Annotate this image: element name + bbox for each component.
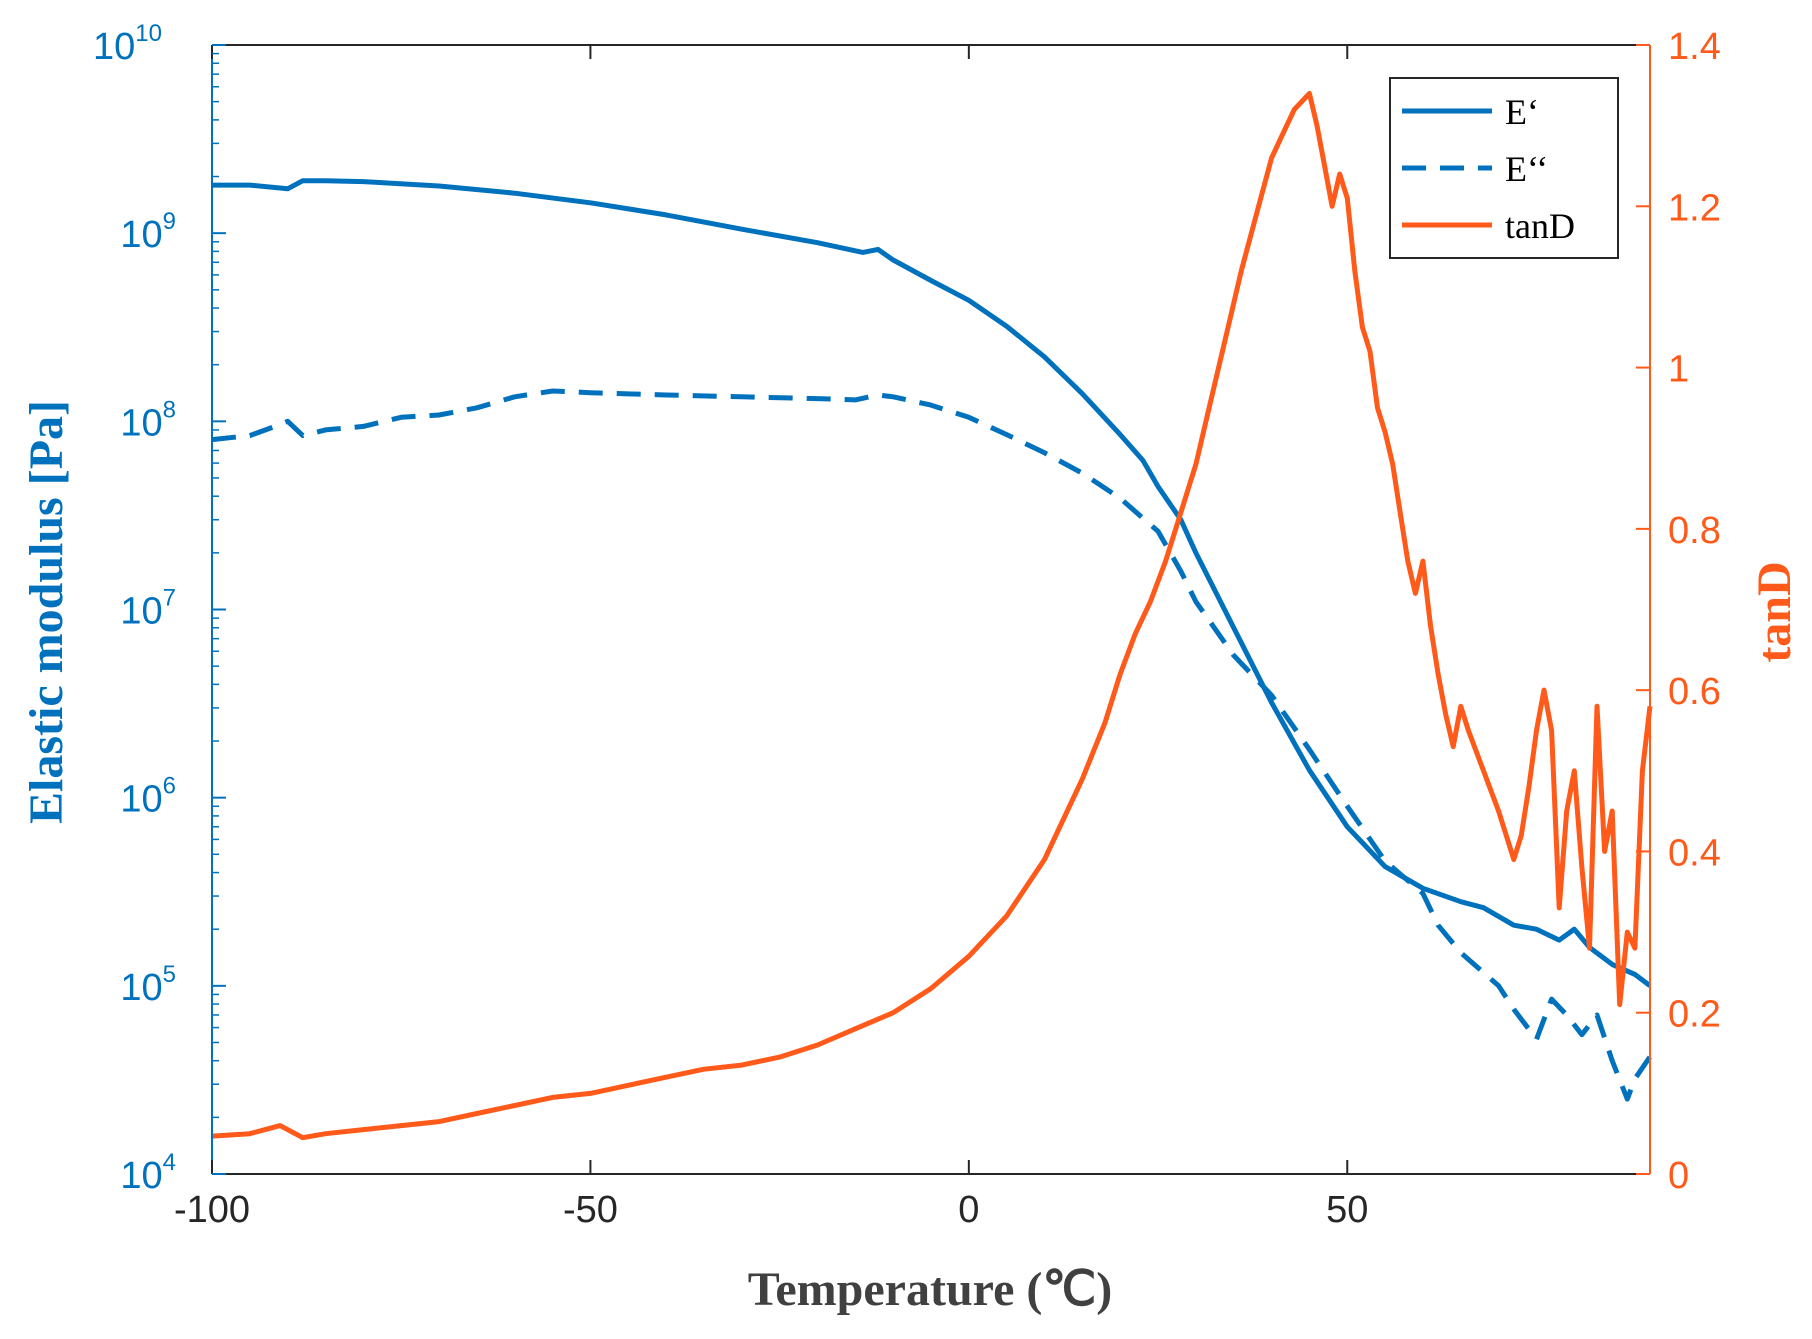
y-tick-exponent: 4 [163, 1149, 176, 1176]
legend-label-e-double-prime: E‘‘ [1505, 149, 1548, 189]
y-tick-label: 109 [120, 208, 176, 256]
series-line-tand [211, 90, 1653, 1141]
y2-tick-label: 0.6 [1668, 671, 1721, 713]
y-tick-exponent: 5 [163, 961, 176, 988]
y2-tick-label: 0.4 [1668, 832, 1721, 874]
y-tick-base: 10 [120, 779, 162, 821]
y-tick-base: 10 [120, 967, 162, 1009]
x-tick-label: 50 [1326, 1189, 1368, 1231]
legend: E‘ E‘‘ tanD [1389, 77, 1619, 259]
x-tick-label: -50 [563, 1189, 618, 1231]
x-tick-label: 0 [958, 1189, 979, 1231]
y-tick-exponent: 6 [163, 773, 176, 800]
y2-tick-label: 0 [1668, 1155, 1689, 1197]
plot-area [211, 90, 1653, 1141]
y-tick-base: 10 [120, 1155, 162, 1197]
y-tick-base: 10 [120, 402, 162, 444]
y2-tick-label: 0.2 [1668, 994, 1721, 1036]
y2-axis-label: tanD [1748, 561, 1801, 662]
y2-tick-label: 0.8 [1668, 510, 1721, 552]
y-tick-base: 10 [120, 214, 162, 256]
y-tick-base: 10 [93, 26, 135, 68]
y-tick-exponent: 9 [163, 208, 176, 235]
legend-label-e-prime: E‘ [1505, 92, 1539, 132]
axes: -100 -50 0 50104105106107108109101000.20.40… [93, 20, 1721, 1231]
y-tick-label: 105 [120, 961, 176, 1009]
series-line-e-prime [212, 178, 1652, 988]
y2-tick-label: 1 [1668, 349, 1689, 391]
legend-label-tand: tanD [1505, 206, 1575, 246]
y-tick-label: 1010 [93, 20, 162, 68]
y2-tick-label: 1.2 [1668, 187, 1721, 229]
x-tick-label: -100 [174, 1189, 250, 1231]
y-tick-exponent: 7 [163, 585, 176, 612]
legend-box [1389, 77, 1619, 259]
y-tick-label: 108 [120, 396, 176, 444]
y-tick-label: 107 [120, 585, 176, 633]
y-axis-label: Elastic modulus [Pa] [20, 400, 73, 824]
y-tick-label: 106 [120, 773, 176, 821]
y-tick-label: 104 [120, 1149, 176, 1197]
y-tick-exponent: 10 [135, 20, 162, 47]
y2-tick-label: 1.4 [1668, 26, 1721, 68]
series-line-e-double-prime [211, 388, 1653, 1102]
y-tick-base: 10 [120, 591, 162, 633]
x-axis-label: Temperature (℃) [748, 1263, 1113, 1316]
y-tick-exponent: 8 [163, 396, 176, 423]
